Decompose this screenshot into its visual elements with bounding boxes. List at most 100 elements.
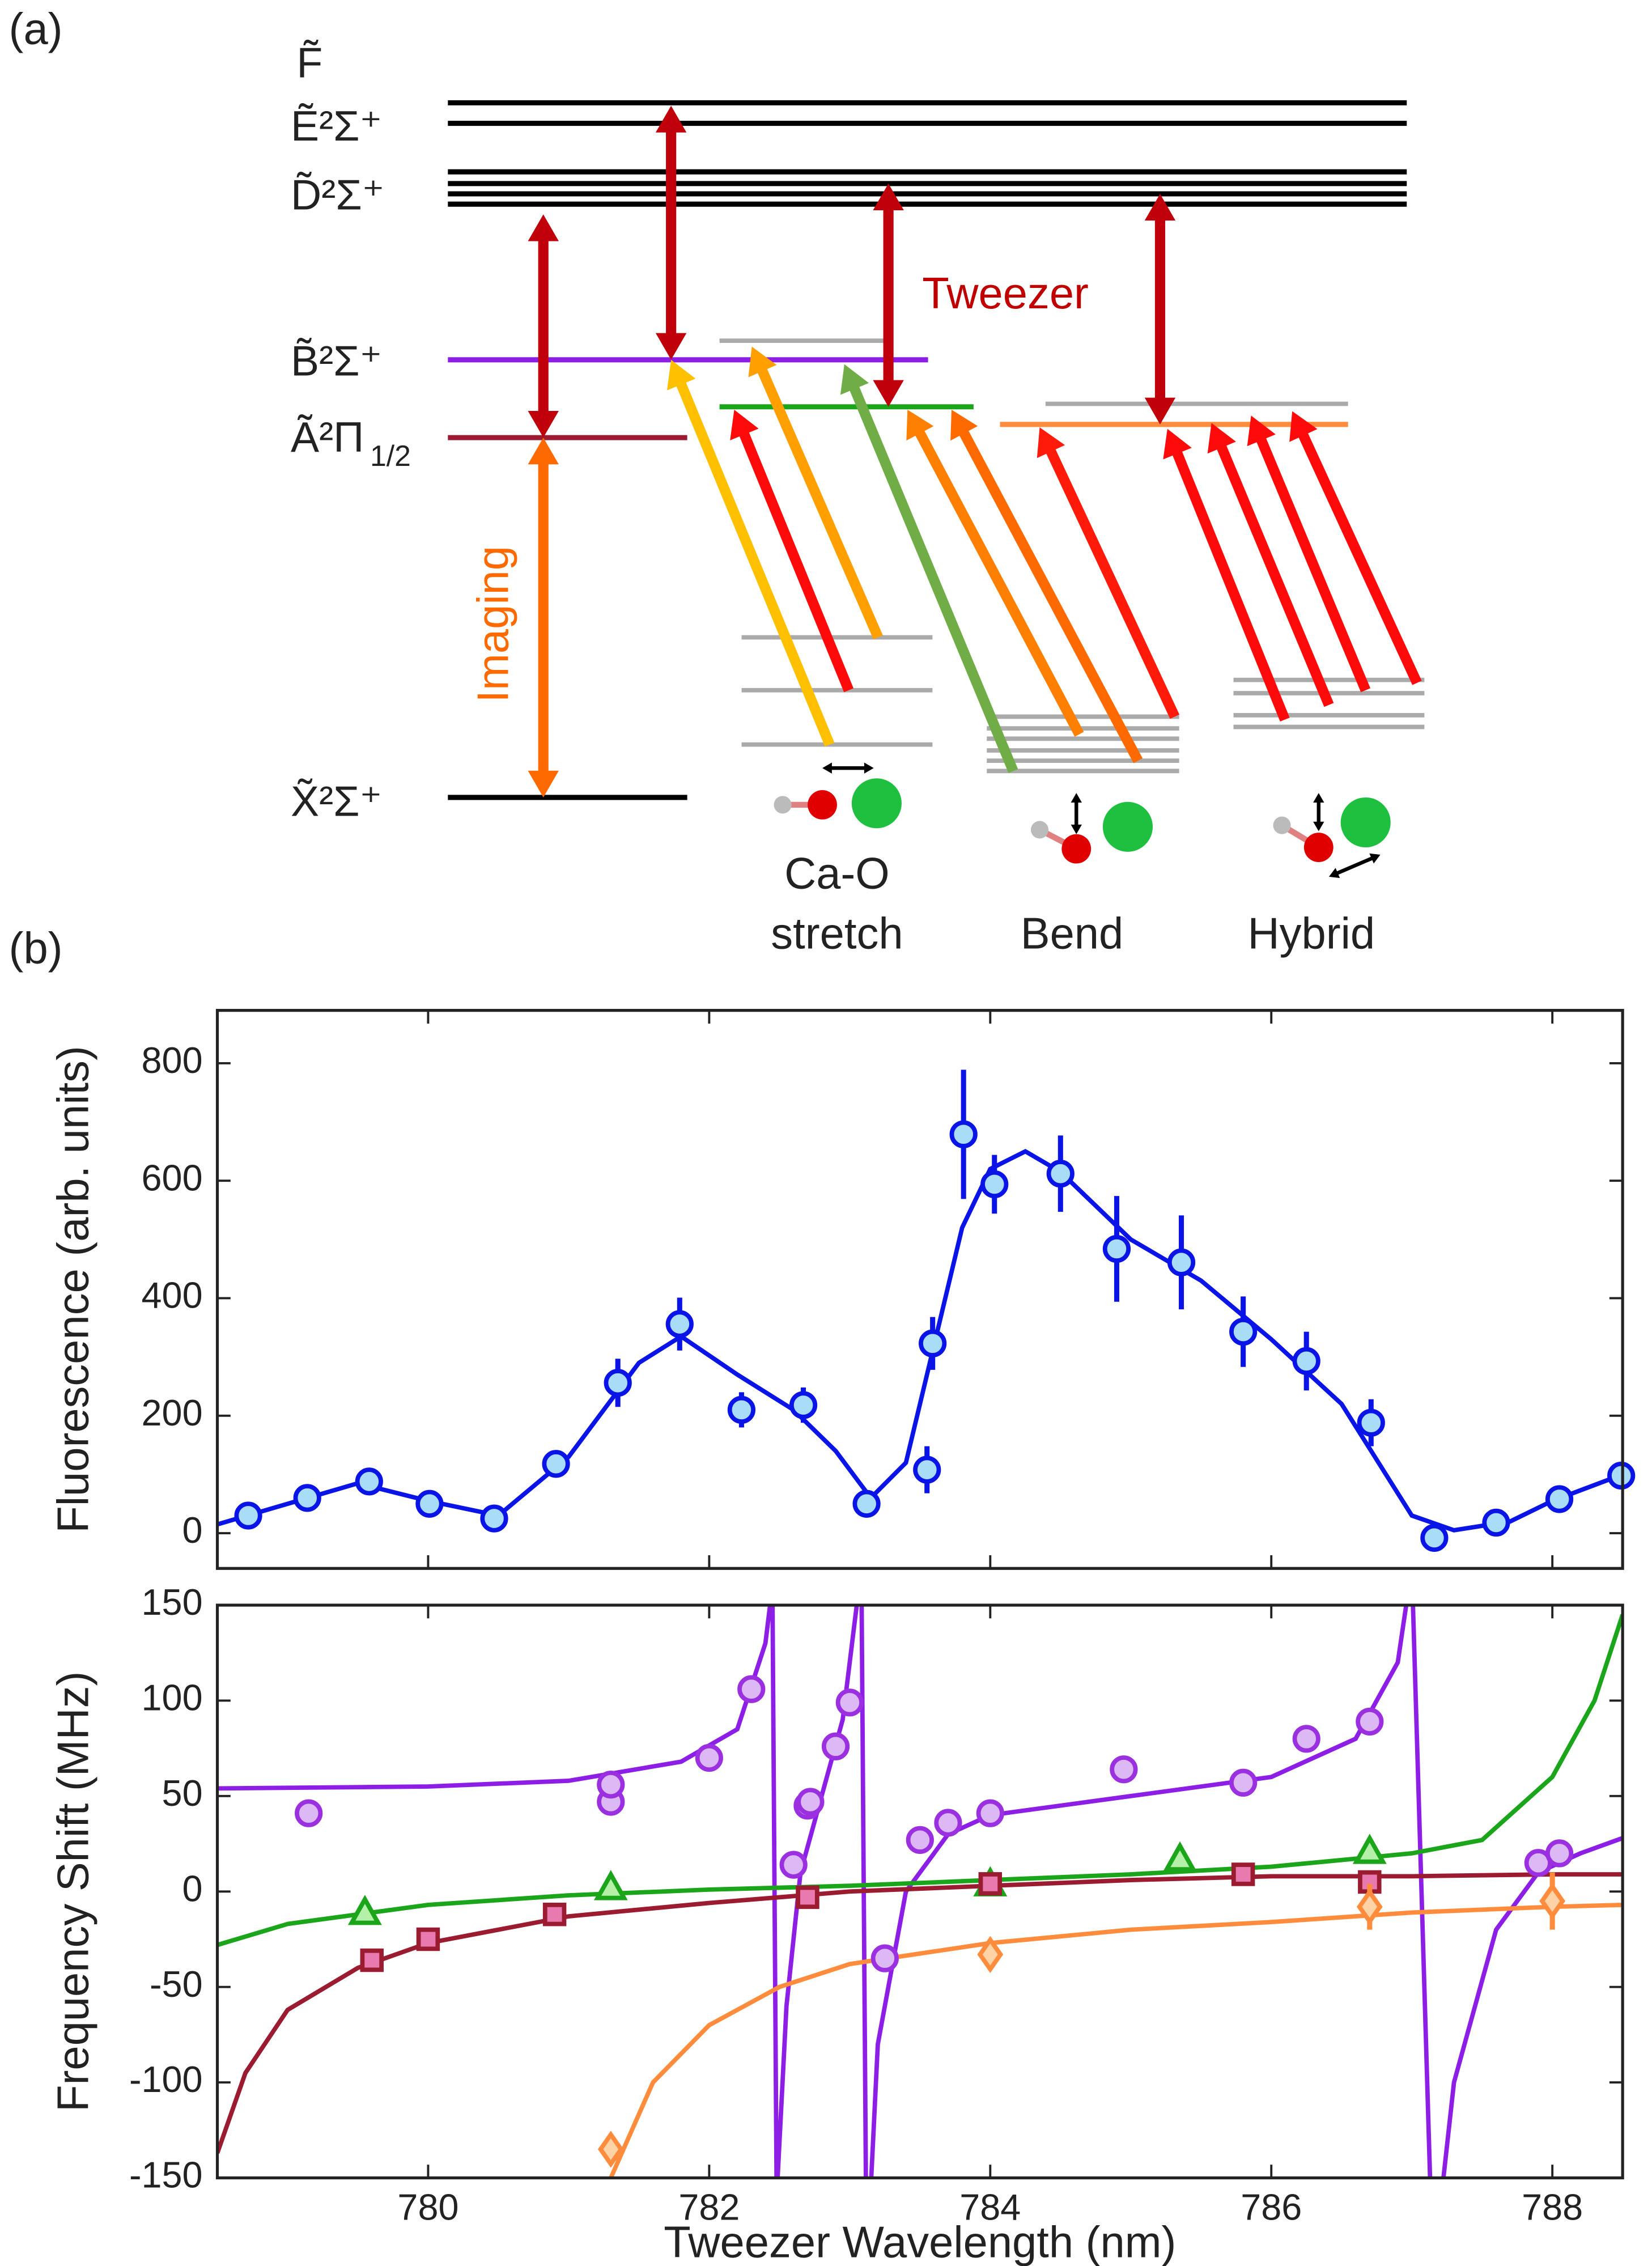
arrow-head <box>1144 397 1176 425</box>
atom <box>808 790 837 820</box>
arrow-head <box>873 380 904 407</box>
arrow <box>675 380 835 747</box>
arrow <box>1216 443 1334 707</box>
fit-curve <box>217 1872 1623 2154</box>
data-point <box>976 1799 1004 1827</box>
arrow <box>1334 855 1375 876</box>
arrow-head <box>1207 423 1236 454</box>
arrow-head <box>1289 411 1318 442</box>
y-tick-label: 0 <box>182 1868 203 1909</box>
arrow-head <box>730 409 759 440</box>
data-point <box>1229 1768 1258 1797</box>
y-tick-label: 50 <box>162 1772 203 1814</box>
data-point <box>295 1799 323 1827</box>
atom <box>1273 816 1291 834</box>
data-point <box>1545 1839 1574 1868</box>
data-point <box>1545 1485 1574 1513</box>
arrow-head <box>1144 194 1176 221</box>
fit-curve <box>217 1605 1623 2178</box>
data-point <box>870 1944 899 1972</box>
data-point <box>949 1120 978 1148</box>
arrow-head <box>528 214 559 241</box>
x-tick-label: 788 <box>1522 2187 1583 2228</box>
arrow-head <box>655 105 687 133</box>
y-tick-label: 150 <box>142 1581 203 1623</box>
arrow-head <box>864 762 874 774</box>
level-label: B̃²Σ⁺ <box>291 337 382 384</box>
data-point <box>597 2131 624 2168</box>
data-point <box>1358 1870 1382 1894</box>
energy-diagram: (a) F̃ Ẽ²Σ⁺ D̃²Σ⁺ B̃²Σ⁺ Ã²Π 1/2 X̃²Σ⁺ Tw… <box>9 5 1425 958</box>
x-axis-label: Tweezer Wavelength (nm) <box>664 2218 1176 2266</box>
arrow-head <box>666 359 696 391</box>
mode-label: stretch <box>771 910 903 958</box>
atom <box>1303 833 1334 862</box>
arrow-head <box>528 770 559 797</box>
data-point <box>919 1329 947 1357</box>
arrow-head <box>528 438 559 465</box>
arrow <box>1255 435 1371 693</box>
y-tick-label: 800 <box>142 1039 203 1081</box>
level-label: Ã²Π <box>291 413 364 461</box>
data-point <box>1229 1317 1258 1346</box>
arrow-head <box>528 410 559 438</box>
level-subscript: 1/2 <box>370 439 411 472</box>
x-tick-label: 782 <box>678 2187 740 2228</box>
arrow <box>914 428 1084 737</box>
data-point <box>779 1851 808 1879</box>
data-point <box>852 1490 881 1518</box>
y-tick-label: 400 <box>142 1275 203 1316</box>
data-point <box>978 1872 1003 1896</box>
imaging-label: Imaging <box>469 546 517 703</box>
data-point <box>355 1467 383 1496</box>
arrow-head <box>1071 793 1082 803</box>
arrow-head <box>873 183 904 211</box>
y-tick-label: 600 <box>142 1157 203 1198</box>
data-point <box>727 1395 756 1424</box>
data-point <box>347 1895 382 1925</box>
plot-area <box>217 1605 1623 2178</box>
data-point <box>796 1788 825 1816</box>
data-point <box>1110 1755 1138 1784</box>
tweezer-label: Tweezer <box>922 269 1089 318</box>
plot-frame <box>215 1009 1624 1570</box>
arrow-head <box>748 346 777 377</box>
y-tick-label: 100 <box>142 1677 203 1718</box>
arrow-head <box>840 364 869 395</box>
arrow <box>1045 447 1180 719</box>
plot-frame <box>215 1603 1624 2180</box>
data-point <box>597 1771 625 1799</box>
arrow <box>848 384 1018 773</box>
mode-label: Ca-O <box>784 849 890 898</box>
arrow-head <box>822 762 832 774</box>
data-point <box>415 1490 444 1518</box>
arrow-head <box>655 333 687 360</box>
data-point <box>1292 1347 1320 1376</box>
fit-curve <box>609 1902 1623 2178</box>
data-point <box>604 1369 632 1397</box>
panel-label: (b) <box>9 924 63 973</box>
arrow <box>1297 430 1422 685</box>
arrow-head <box>1071 824 1082 834</box>
arrow-head <box>1247 415 1276 447</box>
y-tick-label: -50 <box>150 1963 203 2005</box>
x-tick-label: 784 <box>959 2187 1021 2228</box>
level-label: D̃²Σ⁺ <box>291 171 384 219</box>
level-label: Ẽ²Σ⁺ <box>291 102 382 150</box>
y-axis-label: Frequency Shift (MHz) <box>49 1671 97 2112</box>
data-point <box>1352 1834 1387 1864</box>
arrow-head <box>1037 427 1065 459</box>
plot <box>234 1070 1636 1552</box>
data-point <box>293 1484 321 1512</box>
arrow <box>757 366 883 640</box>
data-point <box>665 1310 694 1338</box>
data-point <box>737 1675 766 1703</box>
data-point <box>977 1936 1004 1974</box>
data-point <box>906 1826 934 1854</box>
data-point <box>789 1391 818 1419</box>
data-point <box>934 1809 962 1837</box>
y-tick-label: 200 <box>142 1392 203 1433</box>
level-label: X̃²Σ⁺ <box>291 778 382 825</box>
data-point <box>796 1885 819 1909</box>
arrow-head <box>1163 428 1192 460</box>
